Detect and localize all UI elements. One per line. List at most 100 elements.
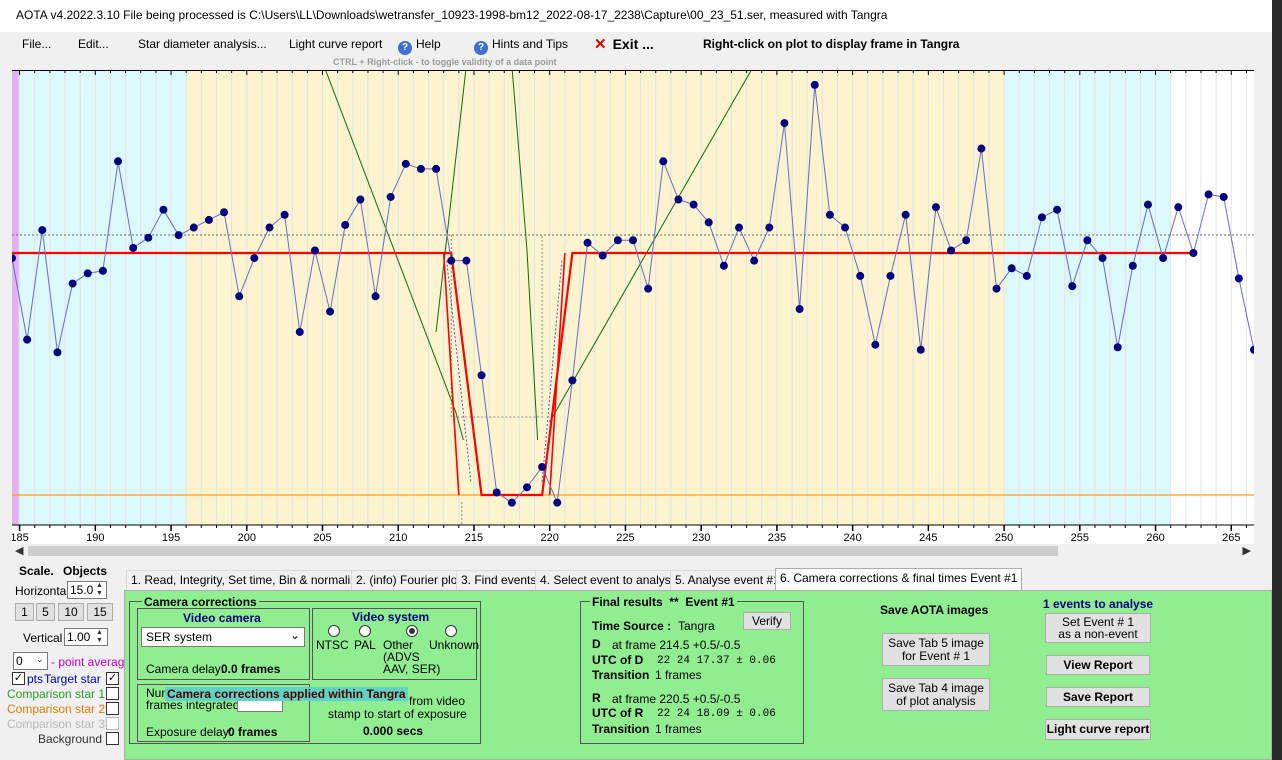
menu-star-diameter[interactable]: Star diameter analysis... <box>138 37 267 51</box>
from-video-label: from video <box>409 694 466 708</box>
menu-edit[interactable]: Edit... <box>78 37 109 51</box>
data-point <box>1098 254 1107 263</box>
unknown-label: Unknown <box>429 638 480 652</box>
background-checkbox[interactable] <box>106 732 119 745</box>
other-radio[interactable] <box>406 625 418 637</box>
scroll-left-icon[interactable]: ◀ <box>15 545 24 557</box>
scroll-thumb[interactable] <box>28 546 1058 556</box>
save-tab5-image-button[interactable]: Save Tab 5 image for Event # 1 <box>882 633 990 666</box>
final-results-stars: ** <box>669 595 679 609</box>
data-point <box>704 218 713 227</box>
x-tick-label: 185 <box>12 532 29 544</box>
save-tab5-line2: for Event # 1 <box>901 649 971 663</box>
tab-camera-corrections[interactable]: 6. Camera corrections & final times Even… <box>775 568 1023 590</box>
x-tick-label: 255 <box>1071 532 1089 544</box>
x-tick-label: 225 <box>616 532 634 544</box>
chevron-down-icon[interactable]: ⌄ <box>36 654 44 664</box>
data-point <box>492 488 501 497</box>
chevron-down-icon: ⌄ <box>289 628 300 642</box>
exposure-delay-value: 0 frames <box>228 725 278 739</box>
tab-analyse-event[interactable]: 5. Analyse event #1 <box>670 570 785 590</box>
utc-d-label: UTC of D <box>592 653 644 667</box>
light-curve-svg[interactable]: 185 190 195 200 205 210 215 220 225 230 235 240 245 2… <box>12 70 1254 544</box>
model-edge-d-inner <box>442 252 460 496</box>
menu-hints[interactable]: ? Hints and Tips <box>474 37 568 55</box>
comparison-star-2-label: Comparison star 2 <box>7 702 106 716</box>
view-report-button[interactable]: View Report <box>1046 655 1150 675</box>
data-point <box>295 327 304 336</box>
data-point <box>1128 261 1137 270</box>
point-average-select[interactable]: 0 <box>13 652 48 670</box>
scroll-right-icon[interactable]: ▶ <box>1242 545 1251 557</box>
pal-radio[interactable] <box>359 625 371 637</box>
menu-exit[interactable]: ✕ Exit ... <box>594 35 654 53</box>
data-point <box>356 195 365 204</box>
data-point <box>235 292 244 301</box>
menu-file[interactable]: File... <box>22 37 52 51</box>
pts-checkbox[interactable]: ✓ <box>12 672 25 685</box>
data-point <box>977 144 986 153</box>
data-point <box>129 243 138 252</box>
d-frame-value: at frame 214.5 +0.5/-0.5 <box>612 638 741 652</box>
zoom-5-button[interactable]: 5 <box>36 603 55 621</box>
model-step-line <box>12 251 1194 497</box>
data-point <box>401 159 410 168</box>
menu-light-curve-report[interactable]: Light curve report <box>289 37 383 51</box>
tab-fourier-plot[interactable]: 2. (info) Fourier plot <box>351 570 466 590</box>
ntsc-radio[interactable] <box>328 625 340 637</box>
set-non-event-button[interactable]: Set Event # 1 as a non-event <box>1045 613 1151 643</box>
data-point <box>432 164 441 173</box>
zone-baseline-left <box>18 70 187 525</box>
spin-arrows-icon[interactable]: ▲ ▼ <box>96 582 103 597</box>
set-non-event-line2: as a non-event <box>1058 627 1138 641</box>
model-edge-r-dotted <box>541 260 563 483</box>
plot-horizontal-scrollbar[interactable]: ◀ ▶ <box>12 544 1254 558</box>
zoom-15-button[interactable]: 15 <box>87 603 113 621</box>
light-curve-plot[interactable]: 185 190 195 200 205 210 215 220 225 230 235 240 245 2… <box>12 70 1254 544</box>
data-point <box>780 119 789 128</box>
camera-select[interactable]: SER system ⌄ <box>141 627 305 647</box>
data-point <box>1159 254 1168 263</box>
save-report-button[interactable]: Save Report <box>1046 687 1150 707</box>
data-point <box>659 157 668 166</box>
time-source-value: Tangra <box>678 619 715 633</box>
video-camera-title: Video camera <box>183 611 261 625</box>
tab-read-integrity[interactable]: 1. Read, Integrity, Set time, Bin & norm… <box>126 570 368 590</box>
verify-button[interactable]: Verify <box>743 612 791 630</box>
secs-value: 0.000 secs <box>363 724 424 738</box>
camera-select-value: SER system <box>146 630 213 644</box>
zoom-1-button[interactable]: 1 <box>15 603 34 621</box>
fit-line-left-outer <box>325 70 464 441</box>
data-point <box>719 261 728 270</box>
data-point <box>189 223 198 232</box>
camera-corrections-page: Camera corrections Video camera SER syst… <box>124 590 1272 760</box>
spin-arrows-icon[interactable]: ▲ ▼ <box>96 629 103 644</box>
tab-find-events[interactable]: 3. Find events <box>456 570 542 590</box>
zoom-10-button[interactable]: 10 <box>58 603 84 621</box>
target-star-checkbox[interactable]: ✓ <box>106 672 119 685</box>
vertical-scale-input[interactable]: 1.00 <box>64 628 108 646</box>
data-point <box>68 279 77 288</box>
data-point <box>931 203 940 212</box>
unknown-radio[interactable] <box>445 625 457 637</box>
data-point <box>689 200 698 209</box>
tab-select-event[interactable]: 4. Select event to analyse <box>535 570 683 590</box>
data-point <box>962 236 971 245</box>
comparison-star-2-checkbox[interactable] <box>106 702 119 715</box>
horizontal-label: Horizontal <box>15 584 70 598</box>
light-curve-report-button[interactable]: Light curve report <box>1045 719 1151 740</box>
events-to-analyse-label: 1 events to analyse <box>1043 597 1154 611</box>
x-tick-label: 205 <box>313 532 331 544</box>
data-point <box>447 256 456 265</box>
data-point <box>568 376 577 385</box>
objects-label: Objects <box>63 564 108 578</box>
menu-exit-label: Exit ... <box>612 36 654 52</box>
horizontal-scale-input[interactable]: 15.0 <box>67 581 107 599</box>
data-point <box>1113 343 1122 352</box>
x-tick-label: 220 <box>541 532 559 544</box>
comparison-star-1-checkbox[interactable] <box>106 687 119 700</box>
time-source-label: Time Source : <box>592 619 672 633</box>
save-tab4-image-button[interactable]: Save Tab 4 image of plot analysis <box>882 678 990 711</box>
menu-help[interactable]: ? Help <box>398 37 441 55</box>
data-point <box>326 307 335 316</box>
